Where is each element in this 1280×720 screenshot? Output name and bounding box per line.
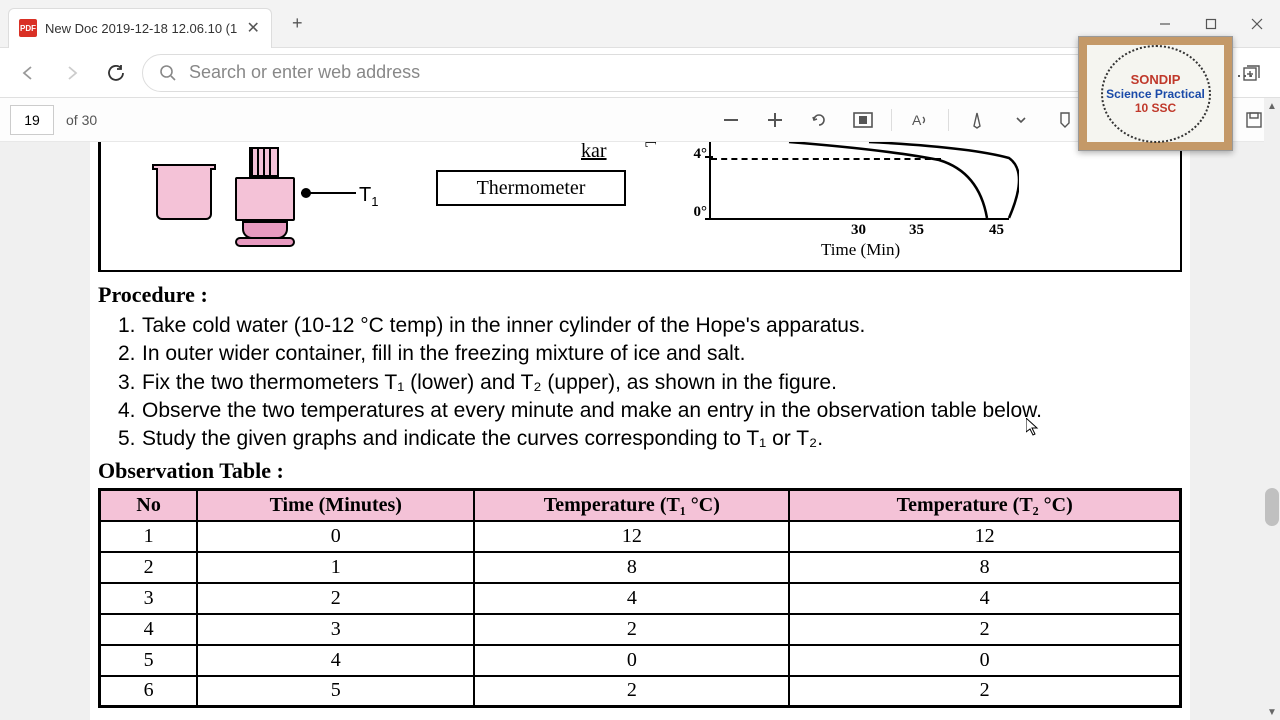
logo-line2: Science Practical — [1106, 87, 1205, 101]
procedure-step: 4.Observe the two temperatures at every … — [118, 397, 1182, 425]
zoom-in-icon[interactable] — [759, 104, 791, 136]
search-icon — [159, 64, 177, 82]
table-cell: 3 — [197, 614, 474, 645]
table-header: Time (Minutes) — [197, 489, 474, 521]
table-cell: 6 — [100, 676, 198, 707]
table-cell: 3 — [100, 583, 198, 614]
beaker-drawing — [156, 160, 212, 220]
table-header: Temperature (T₂ °C) — [789, 489, 1180, 521]
table-cell: 0 — [197, 521, 474, 552]
table-row: 5400 — [100, 645, 1181, 676]
page-count: of 30 — [66, 112, 97, 128]
procedure-step: 2.In outer wider container, fill in the … — [118, 340, 1182, 368]
table-cell: 1 — [197, 552, 474, 583]
tab-title: New Doc 2019-12-18 12.06.10 (1 — [45, 21, 237, 36]
table-cell: 5 — [197, 676, 474, 707]
procedure-step: 1.Take cold water (10-12 °C temp) in the… — [118, 312, 1182, 340]
browser-tab[interactable]: PDF New Doc 2019-12-18 12.06.10 (1 ✕ — [8, 8, 272, 48]
table-cell: 0 — [474, 645, 789, 676]
table-cell: 4 — [474, 583, 789, 614]
pdf-icon: PDF — [19, 19, 37, 37]
table-cell: 2 — [197, 583, 474, 614]
scroll-up-icon[interactable]: ▲ — [1264, 98, 1280, 114]
table-cell: 0 — [789, 645, 1180, 676]
graph-curves — [709, 142, 1019, 222]
page-number-input[interactable] — [10, 105, 54, 135]
t1-label: T1 — [359, 184, 378, 209]
table-cell: 4 — [197, 645, 474, 676]
table-cell: 2 — [474, 676, 789, 707]
draw-icon[interactable] — [961, 104, 993, 136]
diagram-box: T1 Thermometer kar Tempe 4° 0° 30 35 45 … — [98, 142, 1182, 272]
procedure-section: Procedure : 1.Take cold water (10-12 °C … — [98, 282, 1182, 454]
svg-text:A: A — [912, 112, 922, 128]
table-cell: 8 — [474, 552, 789, 583]
thermometer-line — [301, 192, 356, 194]
read-aloud-icon[interactable]: A — [904, 104, 936, 136]
document-viewport[interactable]: T1 Thermometer kar Tempe 4° 0° 30 35 45 … — [0, 142, 1280, 720]
observation-table: NoTime (Minutes)Temperature (T₁ °C)Tempe… — [98, 488, 1182, 709]
table-row: 3244 — [100, 583, 1181, 614]
table-cell: 5 — [100, 645, 198, 676]
table-cell: 4 — [789, 583, 1180, 614]
more-icon[interactable]: ⋯ — [1236, 66, 1256, 87]
apparatus-drawing — [231, 147, 301, 252]
table-cell: 2 — [789, 676, 1180, 707]
close-window-icon[interactable] — [1234, 5, 1280, 43]
forward-icon[interactable] — [54, 55, 90, 91]
pdf-page: T1 Thermometer kar Tempe 4° 0° 30 35 45 … — [90, 142, 1190, 720]
x-tick-30: 30 — [851, 222, 866, 239]
y-tick-0: 0° — [671, 204, 707, 221]
highlight-icon[interactable] — [1049, 104, 1081, 136]
vertical-scrollbar[interactable]: ▲ ▼ — [1264, 98, 1280, 720]
table-header: Temperature (T₁ °C) — [474, 489, 789, 521]
zoom-out-icon[interactable] — [715, 104, 747, 136]
scroll-down-icon[interactable]: ▼ — [1264, 704, 1280, 720]
channel-logo: SONDIP Science Practical 10 SSC — [1078, 36, 1233, 151]
x-axis-title: Time (Min) — [821, 240, 900, 260]
table-cell: 4 — [100, 614, 198, 645]
table-cell: 12 — [789, 521, 1180, 552]
scroll-thumb[interactable] — [1265, 488, 1279, 526]
close-tab-icon[interactable]: ✕ — [245, 20, 261, 36]
mouse-cursor — [1026, 418, 1040, 436]
table-row: 4322 — [100, 614, 1181, 645]
graph: Tempe 4° 0° 30 35 45 Time (Min) — [641, 142, 1051, 266]
address-bar[interactable]: Search or enter web address — [142, 54, 1182, 92]
table-cell: 2 — [789, 614, 1180, 645]
table-cell: 8 — [789, 552, 1180, 583]
chevron-down-icon[interactable] — [1005, 104, 1037, 136]
procedure-step: 5.Study the given graphs and indicate th… — [118, 425, 1182, 453]
table-row: 101212 — [100, 521, 1181, 552]
procedure-step: 3.Fix the two thermometers T₁ (lower) an… — [118, 369, 1182, 397]
y-tick-4: 4° — [671, 146, 707, 163]
new-tab-button[interactable]: + — [282, 9, 312, 39]
table-row: 2188 — [100, 552, 1181, 583]
y-axis-title: Tempe — [643, 142, 661, 147]
kar-label: kar — [581, 142, 607, 163]
address-placeholder: Search or enter web address — [189, 62, 420, 83]
table-cell: 2 — [474, 614, 789, 645]
back-icon[interactable] — [10, 55, 46, 91]
observation-heading: Observation Table : — [98, 458, 1182, 484]
thermometer-label-box: Thermometer — [436, 170, 626, 206]
x-tick-45: 45 — [989, 222, 1004, 239]
table-header: No — [100, 489, 198, 521]
logo-line1: SONDIP — [1131, 72, 1181, 87]
fit-page-icon[interactable] — [847, 104, 879, 136]
table-cell: 2 — [100, 552, 198, 583]
logo-line3: 10 SSC — [1135, 101, 1176, 115]
procedure-heading: Procedure : — [98, 282, 1182, 308]
table-cell: 12 — [474, 521, 789, 552]
rotate-icon[interactable] — [803, 104, 835, 136]
table-row: 6522 — [100, 676, 1181, 707]
refresh-icon[interactable] — [98, 55, 134, 91]
x-tick-35: 35 — [909, 222, 924, 239]
table-cell: 1 — [100, 521, 198, 552]
